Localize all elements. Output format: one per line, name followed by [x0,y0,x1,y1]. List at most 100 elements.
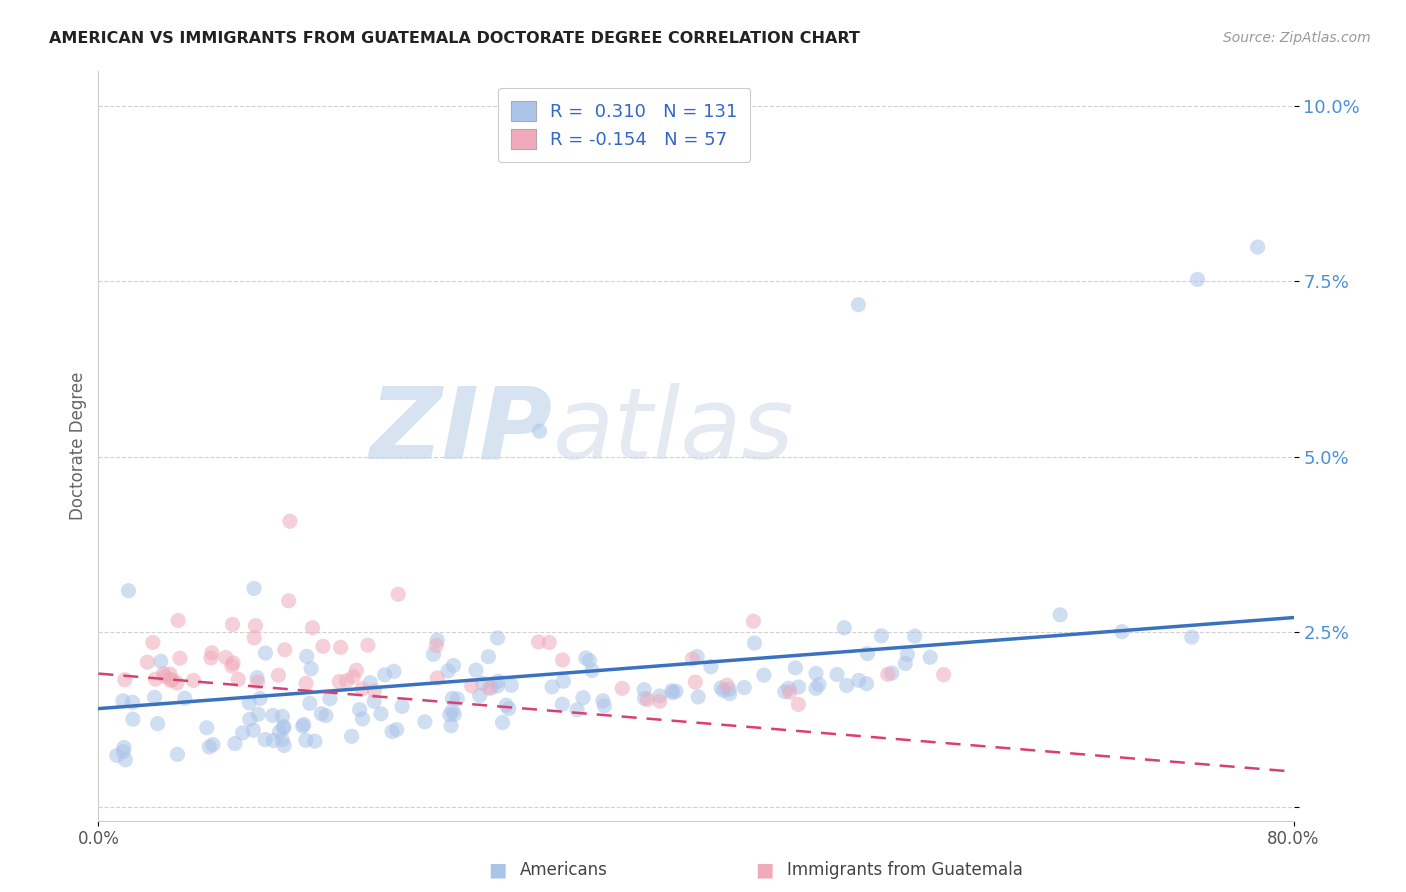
Point [215,650,238,665]
Point [553,674,575,689]
Point [713,683,735,698]
Point [870,629,893,643]
Point [370,706,392,721]
Point [159,673,181,688]
Point [363,683,385,698]
Point [319,691,342,706]
Point [896,648,918,662]
Point [153,669,176,683]
Point [242,723,264,738]
Point [121,695,143,709]
Point [146,716,169,731]
Point [479,681,502,695]
Point [787,698,810,712]
Point [685,675,707,690]
Point [226,673,249,687]
Point [239,712,262,726]
Point [443,658,465,673]
Text: ■: ■ [755,860,773,880]
Point [149,654,172,668]
Point [271,709,294,723]
Point [262,708,284,723]
Point [413,714,436,729]
Point [359,675,381,690]
Point [224,737,246,751]
Point [273,739,295,753]
Point [382,665,405,679]
Point [169,651,191,665]
Point [835,678,858,692]
Point [575,651,598,665]
Point [335,673,357,688]
Point [808,677,831,691]
Point [636,692,658,706]
Point [159,667,181,681]
Point [578,654,600,668]
Point [733,681,755,695]
Point [114,753,136,767]
Point [779,685,801,699]
Point [662,685,685,699]
Point [804,681,827,696]
Point [352,681,374,696]
Point [471,676,494,690]
Point [1246,240,1268,254]
Point [243,582,266,596]
Point [491,715,513,730]
Point [162,673,184,687]
Point [551,697,574,711]
Point [349,703,371,717]
Point [112,740,135,755]
Point [688,690,710,704]
Point [136,655,159,669]
Point [778,681,800,696]
Point [201,738,224,752]
Point [538,635,561,649]
Point [439,707,461,722]
Point [295,649,318,664]
Point [295,676,318,690]
Point [374,667,396,681]
Point [112,744,135,758]
Point [773,684,796,698]
Point [855,676,877,690]
Point [273,720,295,734]
Point [238,696,260,710]
Point [247,707,270,722]
Point [551,653,574,667]
Point [661,683,683,698]
Point [200,651,222,665]
Point [329,640,352,655]
Point [357,638,380,652]
Point [495,698,517,713]
Point [527,635,550,649]
Point [291,719,314,733]
Point [880,666,903,681]
Point [269,724,291,739]
Point [478,681,501,695]
Point [344,663,367,677]
Point [681,652,703,666]
Point [686,649,709,664]
Point [315,708,337,723]
Point [311,706,333,721]
Point [152,666,174,681]
Point [486,679,509,693]
Point [221,659,243,673]
Point [232,726,254,740]
Point [904,629,927,643]
Point [312,639,335,653]
Point [787,680,810,694]
Point [267,668,290,682]
Point [541,680,564,694]
Y-axis label: Doctorate Degree: Doctorate Degree [69,372,87,520]
Point [785,661,807,675]
Point [340,729,363,743]
Point [804,666,827,681]
Point [328,674,350,689]
Point [592,694,614,708]
Point [363,694,385,708]
Point [246,675,269,690]
Point [440,719,463,733]
Point [529,424,551,438]
